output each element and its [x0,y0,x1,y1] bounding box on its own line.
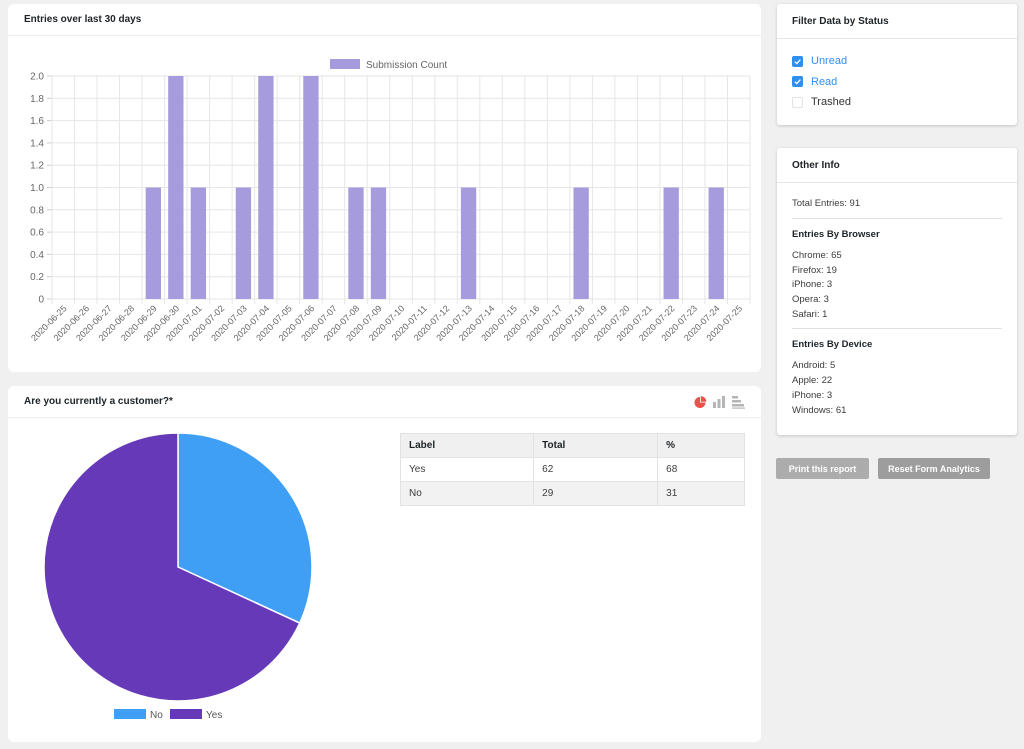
filter-trashed-checkbox[interactable]: Trashed [792,92,1002,113]
device-stat: iPhone: 3 [792,389,833,401]
chart-type-switcher [693,395,745,409]
bar-chart-icon[interactable] [712,395,726,409]
y-tick-label: 0.4 [30,250,44,261]
table-header-label: Label [399,433,535,458]
table-cell: No [399,481,535,506]
customer-stats-table: Label Total % Yes 62 68 No 29 31 [399,433,745,506]
y-tick-label: 0.6 [30,228,44,239]
chart-bar [573,187,589,299]
device-section-title: Entries By Device [792,339,873,351]
browser-stat: Safari: 1 [792,308,828,320]
legend-swatch [114,709,146,719]
filter-unread-checkbox[interactable]: Unread [792,51,1002,72]
chart-bar [190,187,207,299]
chart-bar [168,76,184,299]
pie-slice [43,432,301,702]
pie-slice [177,432,313,625]
y-tick-label: 0.2 [30,272,44,283]
divider [792,218,1002,219]
device-stat: Apple: 22 [792,375,833,387]
filter-read-checkbox[interactable]: Read [792,72,1002,93]
legend-label: No [150,710,163,721]
chart-bar [663,187,679,299]
chart-bar [370,187,387,299]
customer-pie-chart: No Yes [43,432,313,721]
pie-legend: No Yes [114,709,222,721]
chart-bar [145,187,161,299]
other-info-title: Other Info [777,148,1017,183]
customer-question-title: Are you currently a customer?* [8,386,761,418]
filter-status-title: Filter Data by Status [777,4,1017,39]
device-stat: Android: 5 [792,360,836,372]
browser-section-title: Entries By Browser [792,229,880,240]
browser-stat: iPhone: 3 [792,279,833,291]
checkbox-unchecked-icon[interactable] [792,96,803,108]
browser-stat: Opera: 3 [792,294,829,306]
checkbox-checked-icon[interactable] [792,76,803,88]
reset-analytics-button[interactable]: Reset Form Analytics [878,458,990,479]
entries-chart-card: Entries over last 30 days Submission Cou… [8,4,761,372]
chart-bar [708,187,724,299]
legend-label: Yes [206,710,222,721]
y-tick-label: 1.6 [30,116,44,127]
divider [792,328,1002,330]
total-entries: Total Entries: 91 [792,198,861,209]
y-tick-label: 1.4 [30,138,44,149]
chart-bar [460,187,477,299]
table-cell: 62 [533,457,659,482]
print-report-button[interactable]: Print this report [776,458,869,479]
table-header-total: Total [533,433,659,458]
table-cell: 68 [657,457,745,482]
y-tick-label: 1.0 [30,183,44,194]
y-tick-label: 0 [38,295,44,306]
entries-bar-chart: Submission Count 0 0.2 0.4 0.6 0.8 1.0 1.2 1.4 1.… [29,59,751,343]
browser-stat: Chrome: 65 [792,250,842,261]
filter-unread-label[interactable]: Unread [811,55,848,68]
table-cell: Yes [399,457,535,482]
filter-status-list: Unread Read Trashed [777,39,1017,113]
browser-stat: Firefox: 19 [792,264,837,276]
checkbox-checked-icon[interactable] [792,55,803,67]
chart-bar [258,76,274,299]
chart-legend: Submission Count [330,59,447,71]
device-stat: Windows: 61 [792,404,847,416]
y-tick-label: 2.0 [30,72,44,83]
table-header-row: Label Total % [399,433,745,458]
chart-bar [348,187,364,299]
filter-read-label[interactable]: Read [811,75,838,88]
table-row: No 29 31 [399,481,745,506]
legend-label: Submission Count [366,60,447,71]
y-tick-label: 0.8 [30,205,44,216]
table-cell: 29 [533,481,659,506]
customer-question-card: Are you currently a customer?* No Yes Lab… [8,386,761,742]
chart-bar [303,76,319,299]
other-info-card: Other Info Total Entries: 91 Entries By … [777,148,1017,435]
chart-bar [235,187,252,299]
table-header-percent: % [657,433,745,458]
legend-swatch [170,709,202,719]
table-cell: 31 [657,481,745,506]
table-row: Yes 62 68 [399,457,745,482]
entries-chart-title: Entries over last 30 days [8,4,761,36]
filter-trashed-label[interactable]: Trashed [811,96,851,109]
pie-chart-icon[interactable] [693,395,707,409]
legend-swatch [330,59,360,69]
y-tick-label: 1.2 [30,161,44,172]
y-tick-label: 1.8 [30,94,44,105]
horizontal-bar-icon[interactable] [731,395,745,409]
filter-status-card: Filter Data by Status Unread Read Trashe… [777,4,1017,125]
